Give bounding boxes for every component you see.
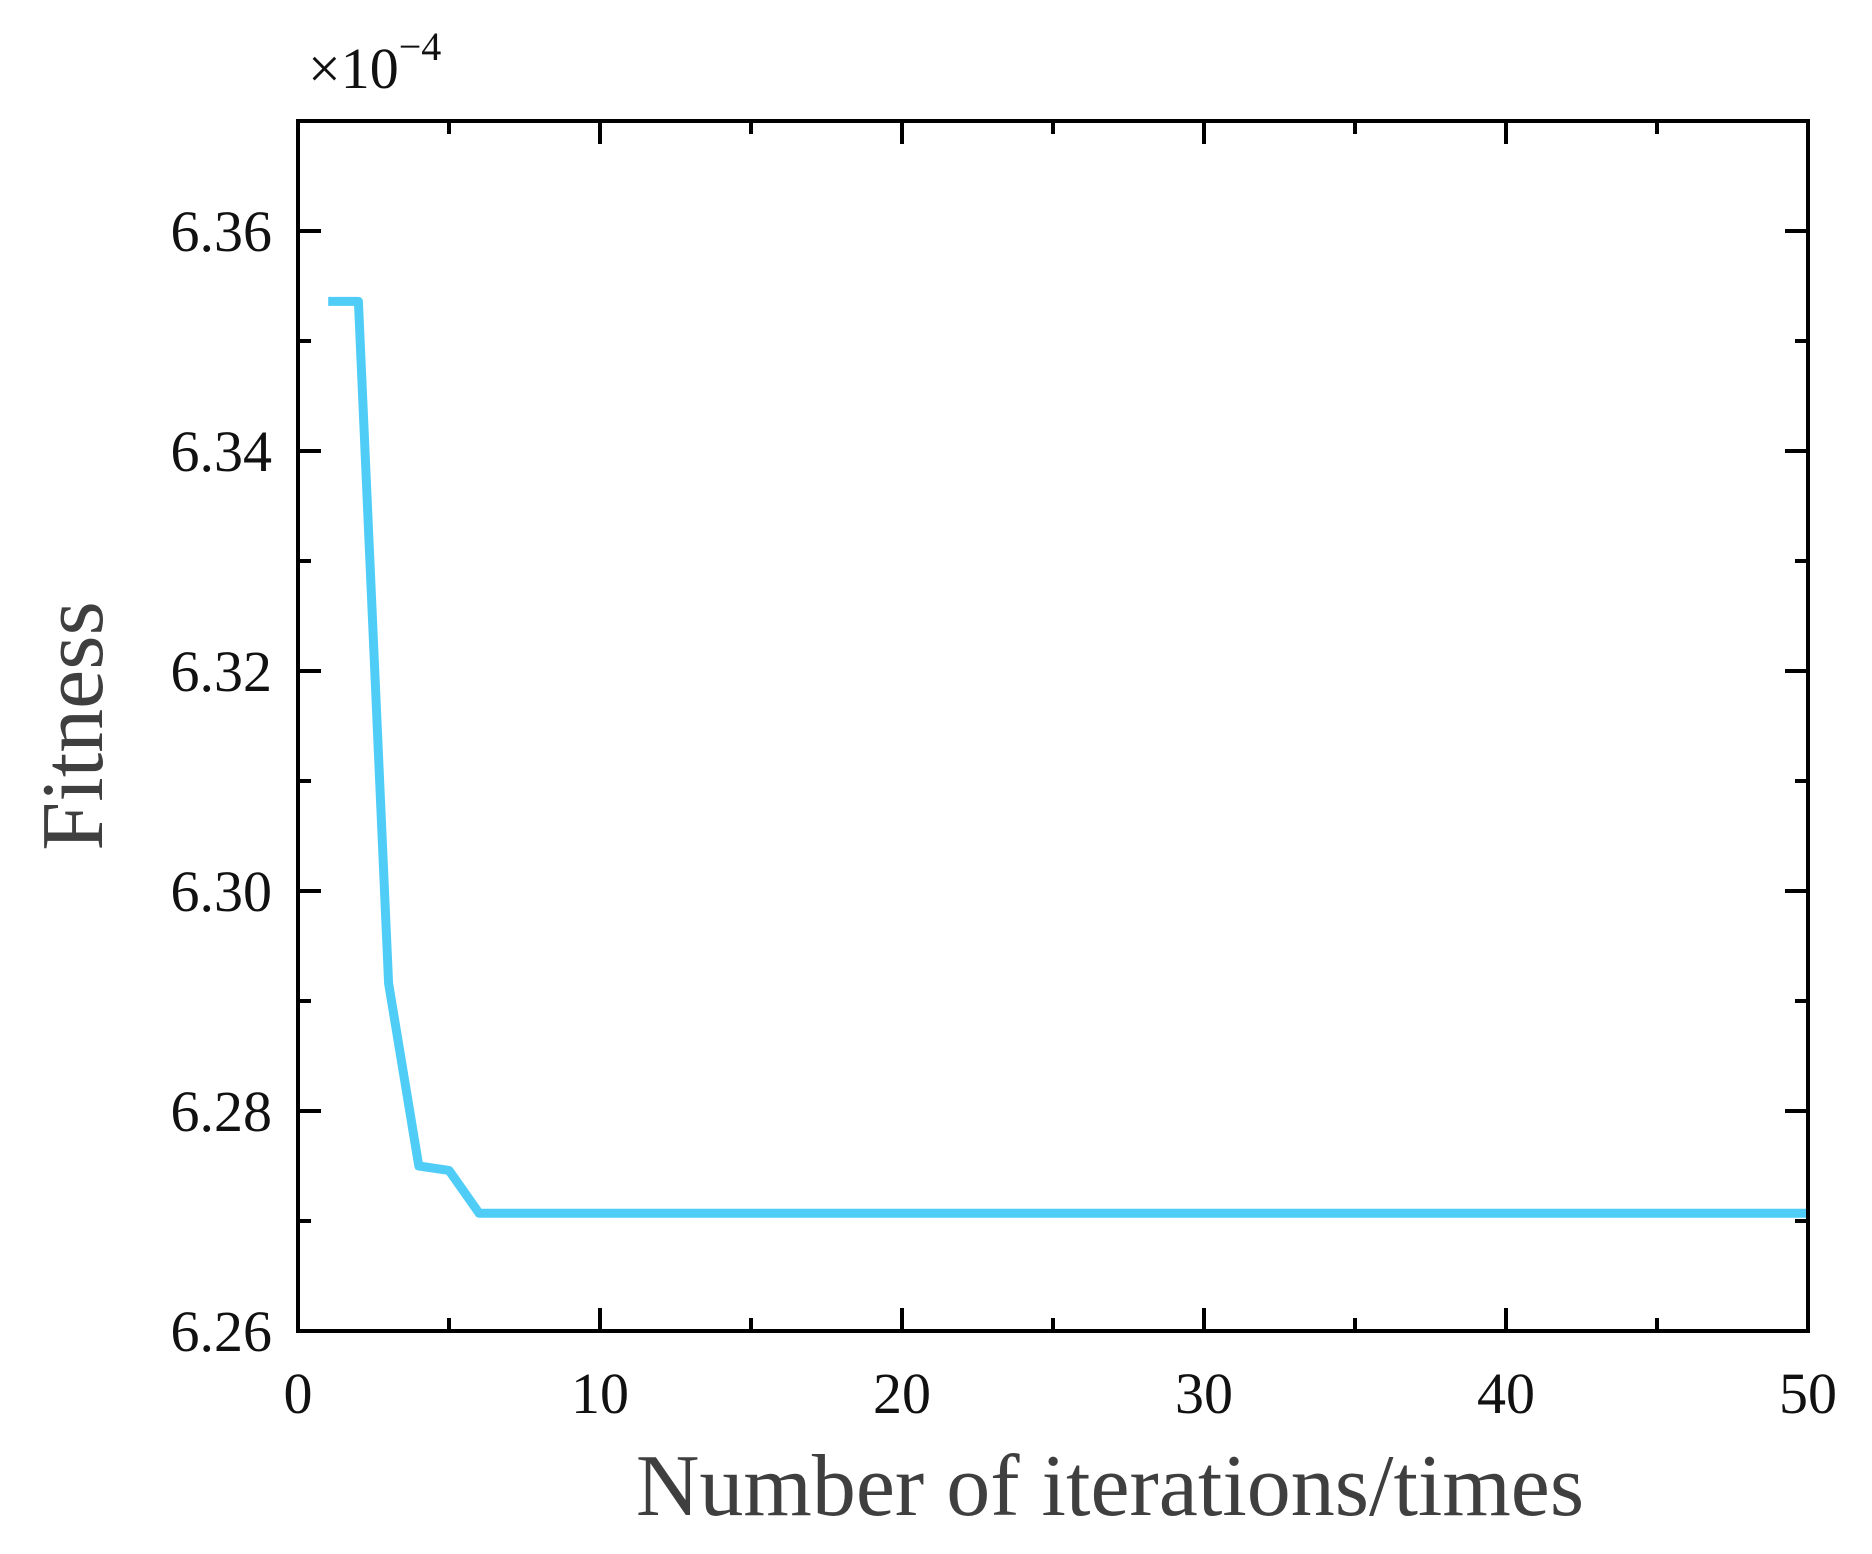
y-axis-title: Fitness <box>25 601 122 850</box>
x-tick-label: 20 <box>873 1361 931 1426</box>
x-tick-label: 0 <box>284 1361 313 1426</box>
y-tick-label: 6.30 <box>171 859 273 924</box>
tick-labels: 0 10 20 30 40 50 6.26 6.28 6.30 6.32 6.34 6.36 <box>171 199 1838 1426</box>
y-tick-label: 6.34 <box>171 419 273 484</box>
y-tick-label: 6.32 <box>171 639 273 704</box>
y-multiplier-exponent: −4 <box>399 24 442 69</box>
y-tick-label: 6.28 <box>171 1079 273 1144</box>
x-tick-label: 40 <box>1477 1361 1535 1426</box>
series-line <box>328 296 1808 1218</box>
y-tick-label: 6.26 <box>171 1299 273 1364</box>
plot-frame <box>296 119 1810 1333</box>
x-tick-label: 10 <box>571 1361 629 1426</box>
y-multiplier: ×10−4 <box>308 24 441 101</box>
x-tick-label: 50 <box>1779 1361 1837 1426</box>
y-multiplier-base: ×10 <box>308 36 399 101</box>
x-tick-label: 30 <box>1175 1361 1233 1426</box>
series-layer <box>328 296 1808 1218</box>
x-axis-title: Number of iterations/times <box>636 1438 1584 1535</box>
y-tick-label: 6.36 <box>171 199 273 264</box>
